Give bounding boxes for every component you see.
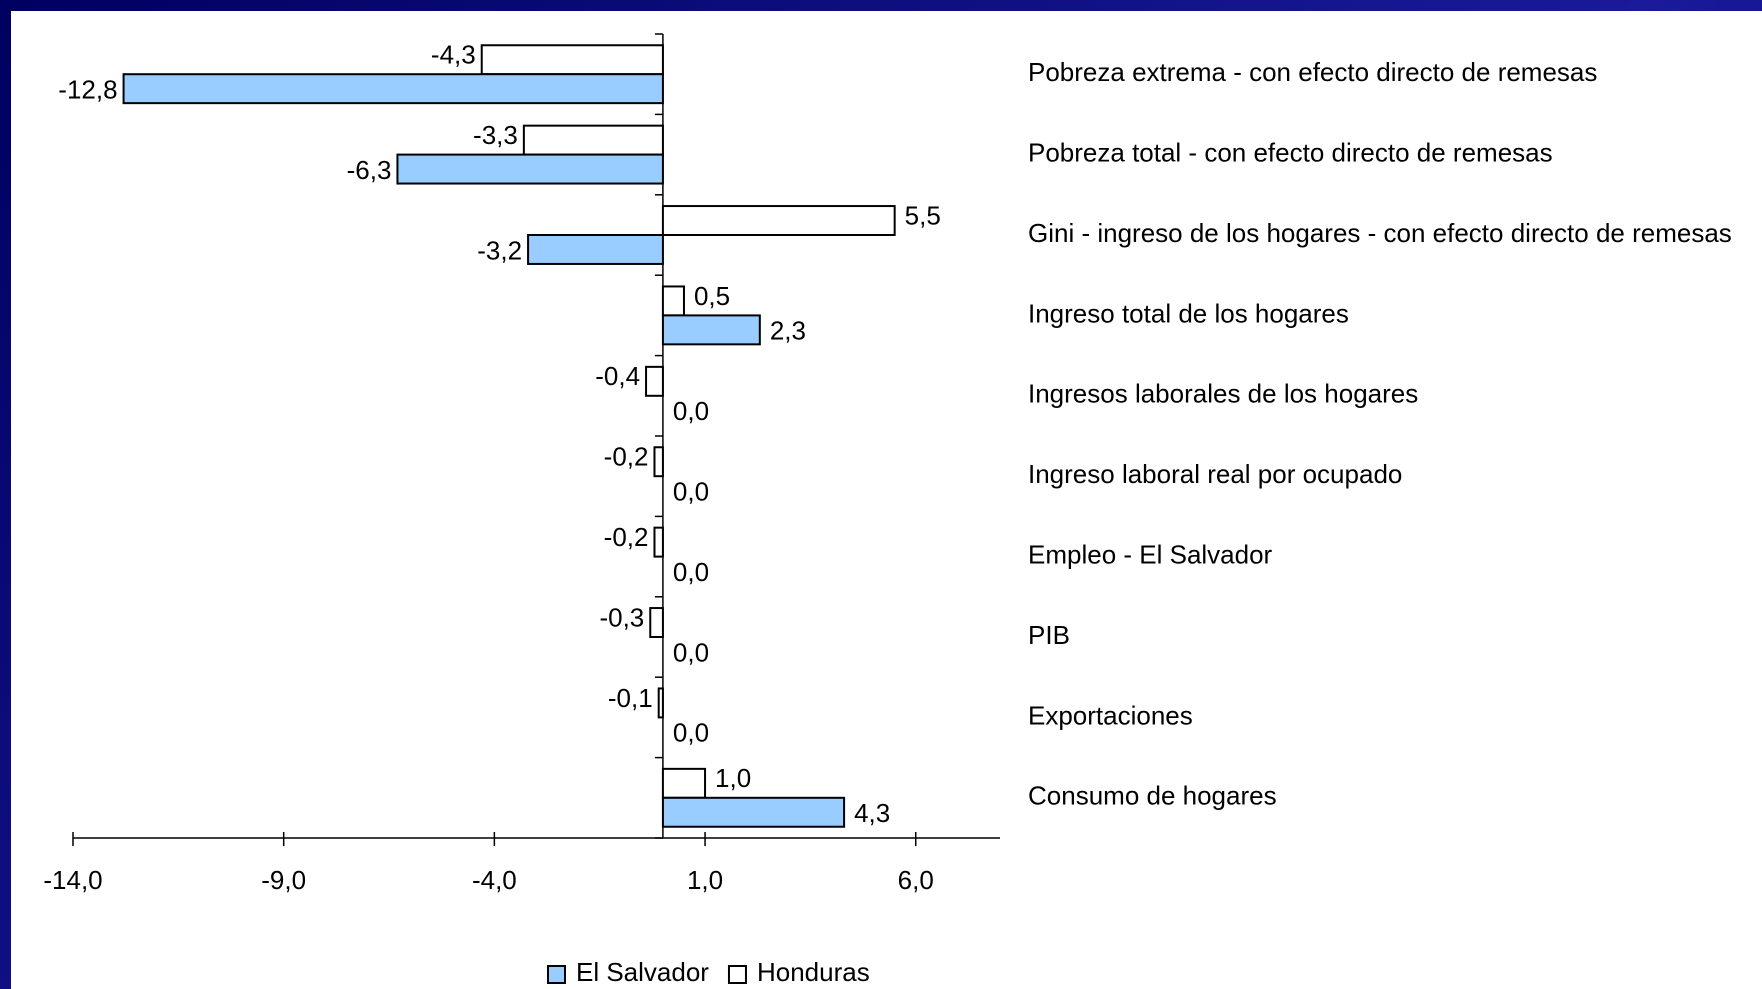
legend-label: Honduras [757, 957, 870, 987]
category-label: Empleo - El Salvador [1028, 539, 1273, 569]
legend-label: El Salvador [576, 957, 709, 987]
value-label: 0,5 [694, 281, 730, 311]
category-label: Pobreza total - con efecto directo de re… [1028, 137, 1553, 167]
value-label: 5,5 [905, 200, 941, 230]
category-label: Ingreso total de los hogares [1028, 298, 1349, 328]
value-label: 2,3 [770, 316, 806, 346]
bar [657, 687, 664, 719]
x-tick-label: -4,0 [472, 865, 517, 895]
value-label: -0,2 [604, 522, 649, 552]
category-label: Consumo de hogares [1028, 781, 1277, 811]
legend-swatch [727, 965, 747, 984]
bar [661, 796, 846, 828]
bar [122, 73, 664, 105]
value-label: 0,0 [673, 477, 709, 507]
legend-swatch [547, 965, 566, 984]
value-label: 1,0 [715, 763, 751, 793]
bar [396, 153, 664, 185]
bar [649, 607, 664, 639]
bar [653, 526, 664, 558]
value-label: -0,3 [599, 602, 644, 632]
bar [653, 446, 664, 478]
category-label: Gini - ingreso de los hogares - con efec… [1028, 218, 1732, 248]
value-label: -4,3 [431, 40, 476, 70]
value-label: -3,2 [477, 235, 522, 265]
category-label: Ingresos laborales de los hogares [1028, 379, 1418, 409]
bar [661, 285, 685, 317]
category-label: PIB [1028, 620, 1070, 650]
bar [661, 314, 761, 346]
value-label: 0,0 [673, 396, 709, 426]
plot-background [11, 11, 1762, 989]
bar [522, 124, 664, 156]
bar [661, 767, 707, 799]
value-label: -0,2 [604, 442, 649, 472]
x-tick-label: -9,0 [261, 865, 306, 895]
value-label: -0,4 [595, 361, 640, 391]
bar [661, 205, 896, 236]
value-label: 0,0 [673, 718, 709, 748]
category-label: Ingreso laboral real por ocupado [1028, 459, 1402, 489]
value-label: 0,0 [673, 637, 709, 667]
x-tick-label: 6,0 [898, 865, 934, 895]
value-label: 0,0 [673, 557, 709, 587]
category-label: Pobreza extrema - con efecto directo de … [1028, 57, 1597, 87]
value-label: 4,3 [854, 798, 890, 828]
value-label: -3,3 [473, 120, 518, 150]
value-label: -6,3 [347, 155, 392, 185]
bar [645, 365, 664, 397]
x-tick-label: 1,0 [687, 865, 723, 895]
bar [527, 234, 664, 265]
value-label: -12,8 [58, 75, 117, 105]
category-label: Exportaciones [1028, 700, 1193, 730]
value-label: -0,1 [608, 683, 653, 713]
bar [480, 44, 664, 76]
x-tick-label: -14,0 [43, 865, 102, 895]
